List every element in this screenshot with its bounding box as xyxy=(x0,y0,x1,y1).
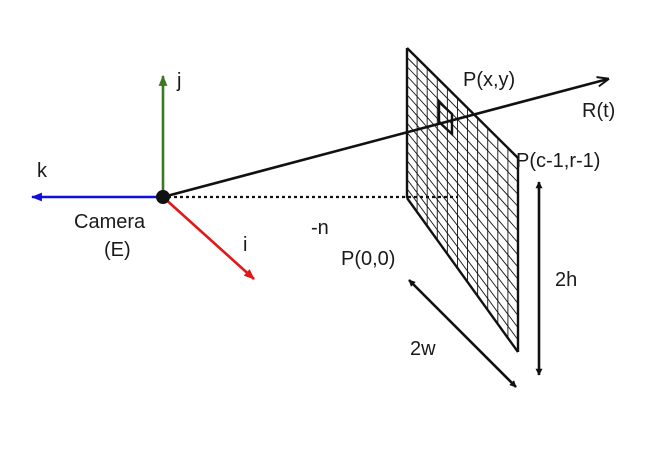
grid-line-horizontal xyxy=(406,122,519,256)
grid-line-horizontal xyxy=(406,66,519,183)
ray-label: R(t) xyxy=(582,100,615,122)
width-dimension-arrow xyxy=(408,279,517,388)
grid-line-horizontal xyxy=(406,160,519,304)
height-label: 2h xyxy=(555,269,577,291)
origin-label: P(0,0) xyxy=(341,248,395,270)
grid-line-horizontal xyxy=(406,178,519,329)
distance-label: -n xyxy=(311,217,329,239)
corner-label: P(c-1,r-1) xyxy=(516,150,600,172)
grid-line-horizontal xyxy=(406,150,519,292)
camera-symbol-label: (E) xyxy=(104,239,131,261)
image-plane-grid xyxy=(405,47,520,353)
grid-line-horizontal xyxy=(406,94,519,219)
k-axis-label: k xyxy=(37,160,48,182)
hit-point-label: P(x,y) xyxy=(463,69,515,91)
grid-line-horizontal xyxy=(406,103,519,232)
pixel-highlight xyxy=(437,99,454,137)
grid-line-horizontal xyxy=(406,132,519,268)
width-label: 2w xyxy=(410,338,436,360)
grid-line-horizontal xyxy=(406,113,519,244)
j-axis-label: j xyxy=(176,70,181,92)
grid-line-horizontal xyxy=(406,57,519,171)
i-axis-arrow xyxy=(162,196,255,280)
grid-line-horizontal xyxy=(406,85,519,207)
grid-line-horizontal xyxy=(406,141,519,280)
grid-line-horizontal xyxy=(406,75,519,195)
i-axis-label: i xyxy=(243,234,247,256)
ray-arrow xyxy=(162,79,608,199)
camera-label: Camera xyxy=(74,211,146,233)
plane-border-horizontal xyxy=(406,47,519,159)
camera-point xyxy=(156,190,170,204)
